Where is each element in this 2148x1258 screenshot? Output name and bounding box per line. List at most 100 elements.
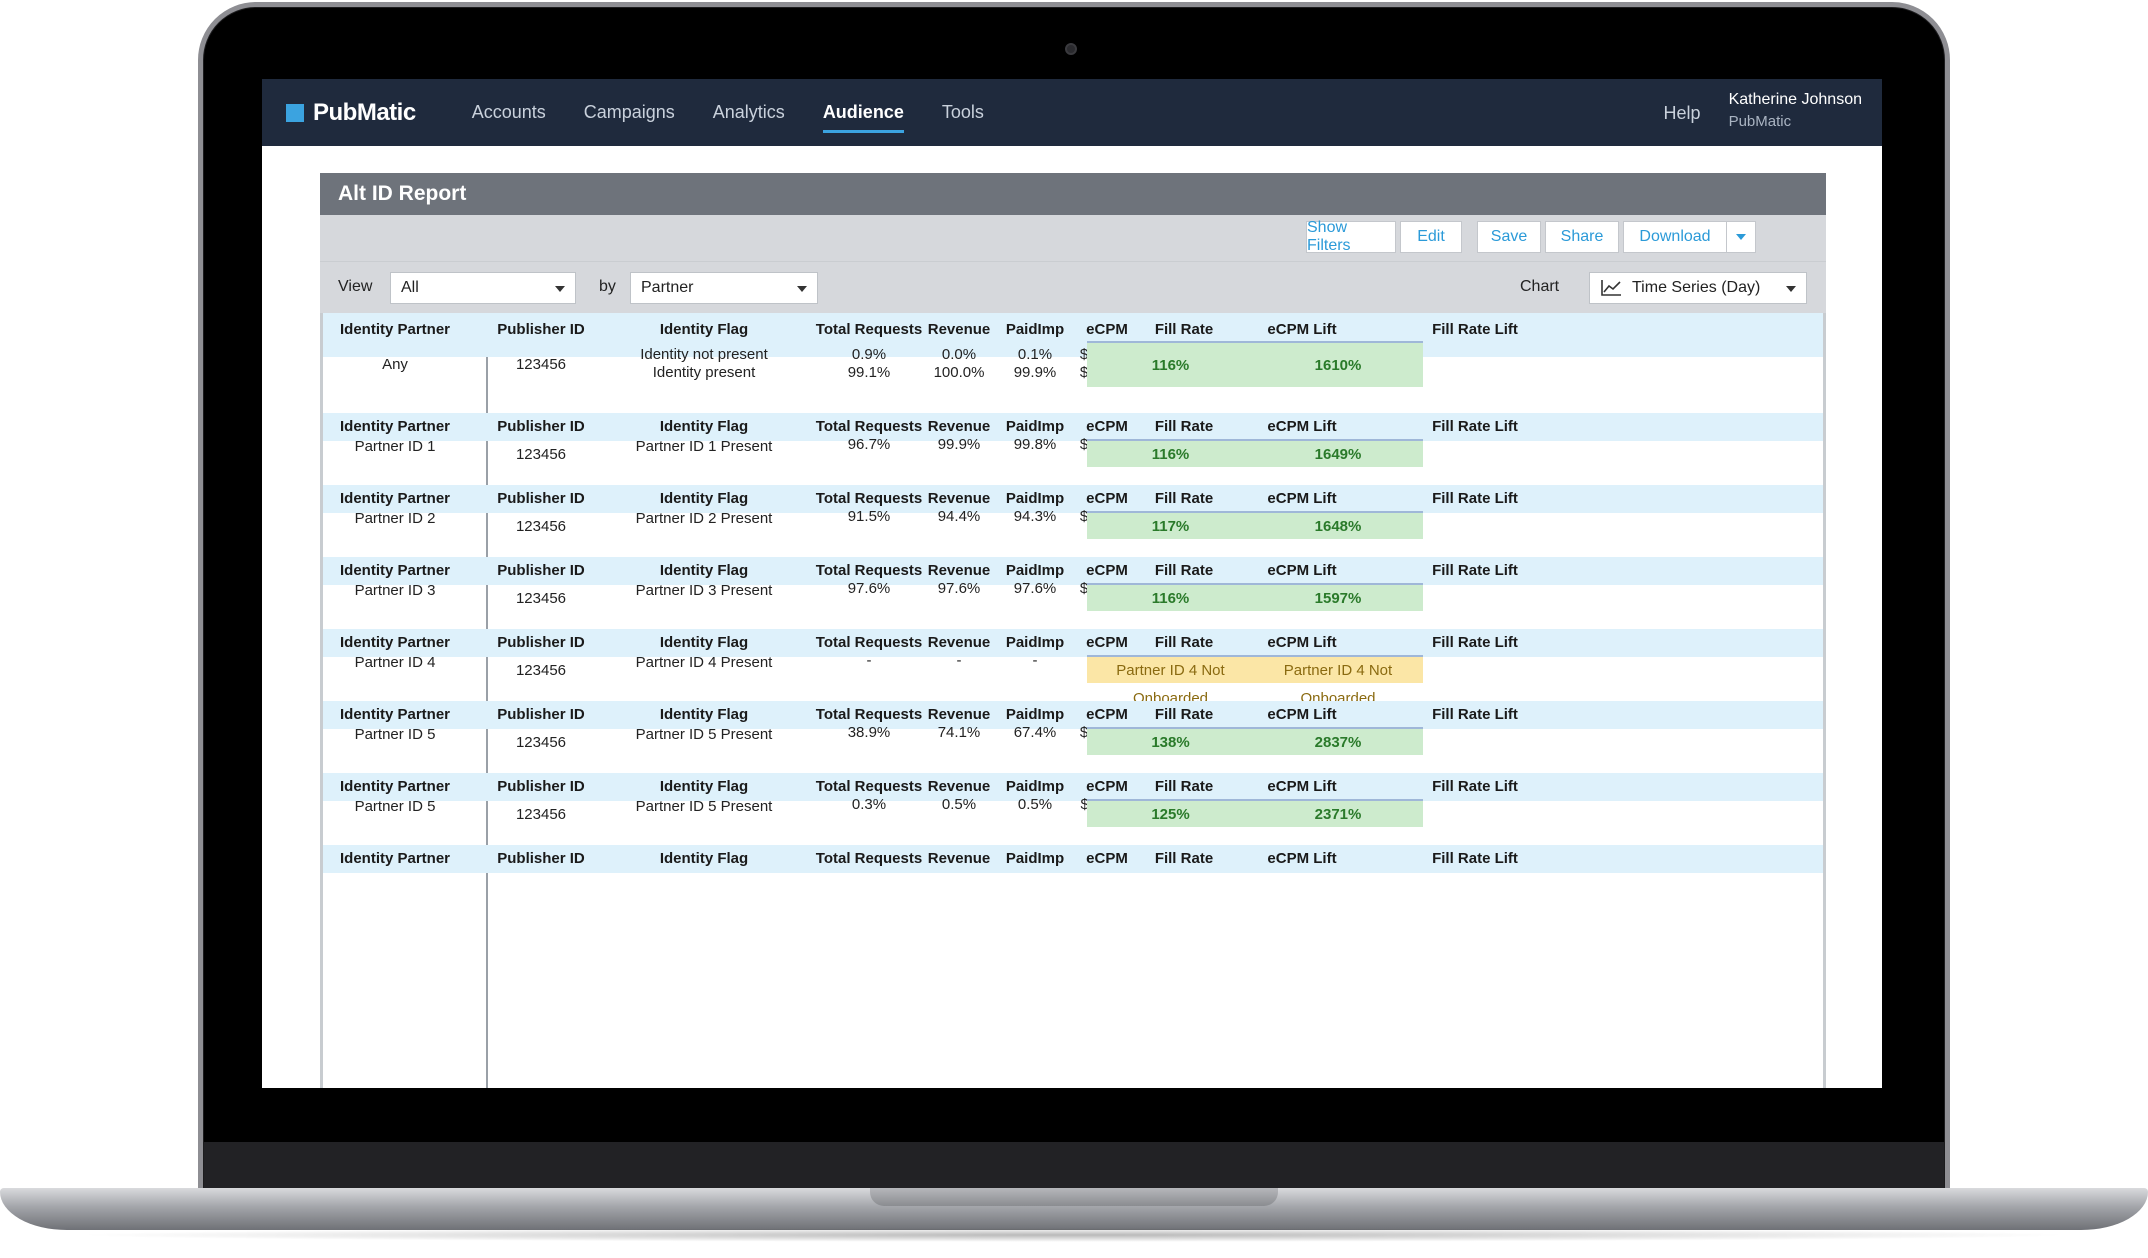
table-header-row: Identity Partner Publisher ID Identity Fla… <box>323 485 1823 513</box>
column-divider <box>486 313 488 1088</box>
column-header: eCPM <box>1086 706 1128 723</box>
column-header: Identity Flag <box>659 634 749 651</box>
nav-item-campaigns[interactable]: Campaigns <box>583 102 675 122</box>
help-link[interactable]: Help <box>1663 103 1701 123</box>
column-header: Total Requests <box>815 706 923 723</box>
chart-type-value: Time Series (Day) <box>1632 279 1761 296</box>
column-header: Identity Partner <box>339 778 451 795</box>
paidimp-cell: 0.1% <box>1017 346 1053 363</box>
view-select-value: All <box>401 279 419 296</box>
line-chart-icon <box>1601 280 1621 296</box>
nav-item-accounts[interactable]: Accounts <box>471 102 546 122</box>
column-header: Identity Partner <box>339 706 451 723</box>
column-header: eCPM <box>1086 634 1128 651</box>
ecpm-lift-cell: 116% <box>1087 341 1254 387</box>
column-header: Identity Flag <box>659 321 749 338</box>
column-header: Fill Rate Lift <box>1432 321 1518 338</box>
download-button[interactable]: Download <box>1623 221 1727 253</box>
identity-flag-cell: Partner ID 2 Present <box>635 510 773 527</box>
column-header: eCPM <box>1086 562 1128 579</box>
show-filters-button[interactable]: Show Filters <box>1306 219 1396 254</box>
column-header: eCPM Lift <box>1267 418 1337 435</box>
publisher-id-cell: 123456 <box>515 590 567 607</box>
column-header: PaidImp <box>1005 706 1065 723</box>
column-header: Fill Rate Lift <box>1432 778 1518 795</box>
nav-item-audience[interactable]: Audience <box>822 94 904 133</box>
total-requests-cell: 96.7% <box>847 436 891 453</box>
identity-partner-cell: Any <box>382 356 408 373</box>
column-header: Fill Rate Lift <box>1432 706 1518 723</box>
pubmatic-logo[interactable]: PubMatic <box>286 99 416 127</box>
column-header: Revenue <box>927 706 991 723</box>
chevron-down-icon <box>555 286 565 292</box>
column-header: Revenue <box>927 321 991 338</box>
by-select[interactable]: Partner <box>630 272 818 304</box>
identity-flag-cell: Partner ID 5 Present <box>635 726 773 743</box>
column-header: Identity Flag <box>659 778 749 795</box>
paidimp-cell: 67.4% <box>1013 724 1057 741</box>
column-header: eCPM <box>1086 778 1128 795</box>
column-header: Total Requests <box>815 562 923 579</box>
user-menu[interactable]: Katherine Johnson PubMatic <box>1729 89 1862 133</box>
column-header: eCPM <box>1086 321 1128 338</box>
column-header: Total Requests <box>815 418 923 435</box>
edit-button[interactable]: Edit <box>1400 221 1462 253</box>
column-header: Identity Partner <box>339 562 451 579</box>
fill-rate-lift-cell: 2837% <box>1253 727 1423 755</box>
download-dropdown-button[interactable] <box>1726 221 1756 253</box>
column-header: Fill Rate <box>1154 634 1214 651</box>
column-header: Revenue <box>927 778 991 795</box>
nav-item-tools[interactable]: Tools <box>941 102 984 122</box>
paidimp-cell: 99.8% <box>1013 436 1057 453</box>
column-header: Identity Partner <box>339 490 451 507</box>
publisher-id-cell: 123456 <box>515 662 567 679</box>
laptop-bottom-bezel <box>204 1142 1944 1197</box>
save-button[interactable]: Save <box>1477 221 1541 253</box>
column-header: Fill Rate Lift <box>1432 418 1518 435</box>
revenue-cell: 74.1% <box>937 724 981 741</box>
identity-flag-cell: Partner ID 4 Present <box>635 654 773 671</box>
publisher-id-cell: 123456 <box>515 518 567 535</box>
view-select[interactable]: All <box>390 272 576 304</box>
column-header: Fill Rate Lift <box>1432 850 1518 867</box>
column-header: Total Requests <box>815 850 923 867</box>
paidimp-cell: 97.6% <box>1013 580 1057 597</box>
identity-partner-cell: Partner ID 2 <box>354 510 436 527</box>
table-header-row: Identity Partner Publisher ID Identity Fla… <box>323 773 1823 801</box>
chart-type-select[interactable]: Time Series (Day) <box>1589 272 1807 304</box>
nav-right: Help Katherine Johnson PubMatic <box>1664 89 1862 133</box>
fill-rate-lift-cell: Partner ID 4 Not Onboarded <box>1253 655 1423 707</box>
column-header: Total Requests <box>815 778 923 795</box>
revenue-cell: 100.0% <box>933 364 985 381</box>
column-header: Fill Rate Lift <box>1432 562 1518 579</box>
column-header: Fill Rate <box>1154 562 1214 579</box>
column-header: Total Requests <box>815 490 923 507</box>
share-button[interactable]: Share <box>1545 221 1619 253</box>
column-header: Fill Rate <box>1154 850 1214 867</box>
by-select-value: Partner <box>641 279 694 296</box>
column-header: Identity Partner <box>339 634 451 651</box>
column-header: PaidImp <box>1005 634 1065 651</box>
column-header: Identity Partner <box>339 418 451 435</box>
column-header: PaidImp <box>1005 850 1065 867</box>
column-header: eCPM <box>1086 418 1128 435</box>
ecpm-lift-cell: 117% <box>1087 511 1254 539</box>
identity-flag-cell: Identity present <box>652 364 756 381</box>
revenue-cell: - <box>956 652 962 669</box>
column-header: eCPM Lift <box>1267 490 1337 507</box>
chevron-down-icon <box>1736 234 1746 240</box>
chart-label: Chart <box>1520 278 1560 295</box>
total-requests-cell: 99.1% <box>847 364 891 381</box>
nav-item-analytics[interactable]: Analytics <box>712 102 785 122</box>
total-requests-cell: 0.9% <box>851 346 887 363</box>
identity-partner-cell: Partner ID 5 <box>354 726 436 743</box>
column-header: eCPM Lift <box>1267 778 1337 795</box>
total-requests-cell: 97.6% <box>847 580 891 597</box>
column-header: Publisher ID <box>497 321 585 338</box>
paidimp-cell: - <box>1032 652 1038 669</box>
revenue-cell: 99.9% <box>937 436 981 453</box>
table-header-row: Identity Partner Publisher ID Identity Fla… <box>323 629 1823 657</box>
nav-items: Accounts Campaigns Analytics Audience To… <box>471 94 1022 133</box>
column-header: Identity Partner <box>339 321 451 338</box>
identity-partner-cell: Partner ID 5 <box>354 798 436 815</box>
